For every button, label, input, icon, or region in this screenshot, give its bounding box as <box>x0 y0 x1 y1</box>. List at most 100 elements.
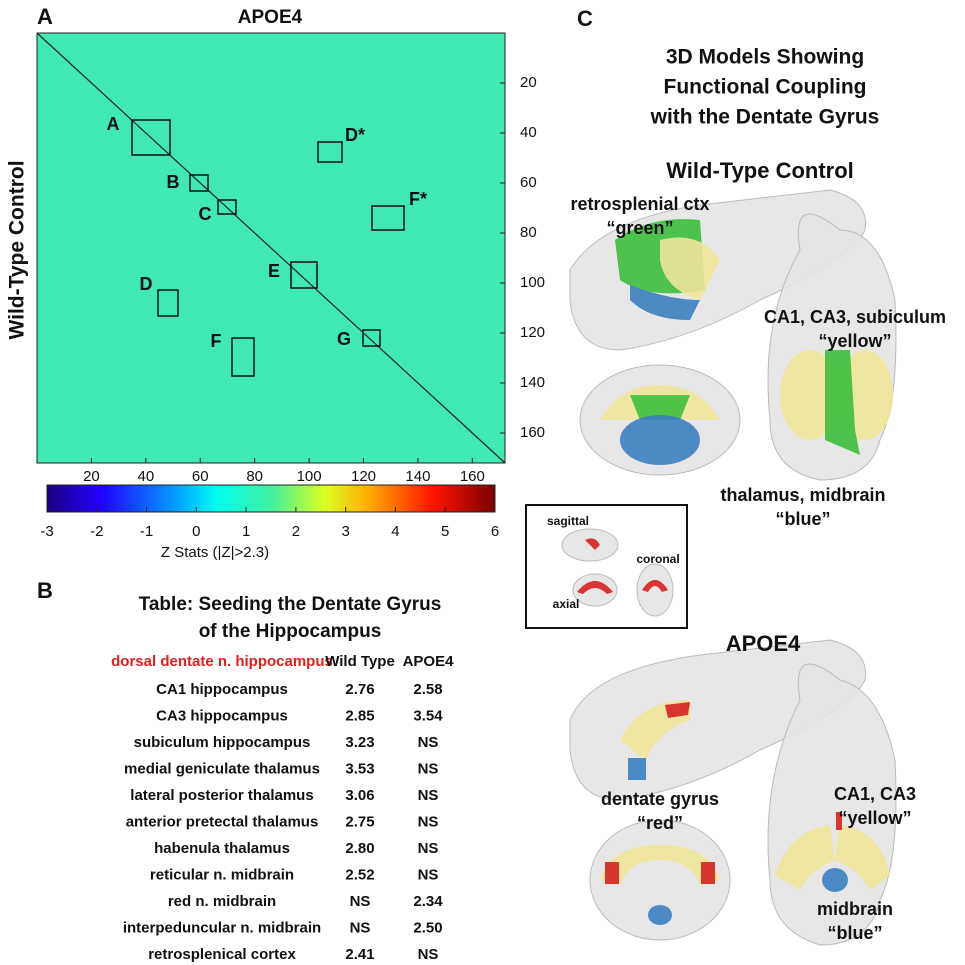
roi-label: E <box>268 261 280 281</box>
table-cell: NS <box>418 866 439 883</box>
table-cell: 2.80 <box>345 840 374 857</box>
table-cell: red n. midbrain <box>168 893 276 910</box>
table-header: dorsal dentate n. hippocampus <box>111 653 333 670</box>
table-cell: anterior pretectal thalamus <box>126 813 319 830</box>
models-title: with the Dentate Gyrus <box>650 106 880 129</box>
panel-label: C <box>577 6 593 31</box>
table-cell: NS <box>418 760 439 777</box>
table-cell: CA1 hippocampus <box>156 681 288 698</box>
table-cell: 2.85 <box>345 707 374 724</box>
x-tick-label: 120 <box>351 468 376 485</box>
table-cell: 3.53 <box>345 760 374 777</box>
roi-label: C <box>199 204 212 224</box>
x-tick-label: 40 <box>137 468 154 485</box>
region-label: “blue” <box>775 509 830 529</box>
y-tick-label: 20 <box>520 74 537 91</box>
table-cell: 2.76 <box>345 681 374 698</box>
section-title: Wild-Type Control <box>666 158 854 183</box>
apoe4-coronal <box>590 820 730 940</box>
y-tick-label: 120 <box>520 324 545 341</box>
figure: AAPOE4Wild-Type Control20204040606080801… <box>0 0 965 965</box>
x-tick-label: 100 <box>297 468 322 485</box>
wt-coronal <box>580 365 740 475</box>
table-cell: NS <box>418 734 439 751</box>
region-label: “blue” <box>827 923 882 943</box>
colorbar-tick-label: 0 <box>192 523 200 540</box>
table-cell: subiculum hippocampus <box>134 734 311 751</box>
panel-label: A <box>37 4 53 29</box>
roi-label: F <box>211 331 222 351</box>
table-cell: reticular n. midbrain <box>150 866 294 883</box>
panel-label: B <box>37 578 53 603</box>
roi-label: D <box>140 274 153 294</box>
region-label: “yellow” <box>818 331 891 351</box>
y-tick-label: 160 <box>520 424 545 441</box>
y-tick-label: 60 <box>520 174 537 191</box>
region-label: “yellow” <box>838 808 911 828</box>
colorbar-tick-label: 6 <box>491 523 499 540</box>
colorbar-label: Z Stats (|Z|>2.3) <box>161 544 269 561</box>
table-cell: 3.06 <box>345 787 374 804</box>
y-tick-label: 40 <box>520 124 537 141</box>
x-tick-label: 60 <box>192 468 209 485</box>
x-tick-label: 80 <box>246 468 263 485</box>
inset-label: coronal <box>636 552 679 566</box>
colorbar-tick-label: -1 <box>140 523 153 540</box>
colorbar-tick-label: 4 <box>391 523 399 540</box>
region-label: CA1, CA3, subiculum <box>764 307 946 327</box>
colorbar-tick-label: 2 <box>292 523 300 540</box>
table-cell: 2.52 <box>345 866 374 883</box>
table-header: APOE4 <box>403 653 455 670</box>
colorbar-tick-label: -2 <box>90 523 103 540</box>
table-cell: 2.34 <box>413 893 443 910</box>
inset-label: sagittal <box>547 514 589 528</box>
table-cell: 3.54 <box>413 707 443 724</box>
table-cell: CA3 hippocampus <box>156 707 288 724</box>
colorbar-tick-label: 5 <box>441 523 449 540</box>
table-cell: 3.23 <box>345 734 374 751</box>
table-cell: lateral posterior thalamus <box>130 787 313 804</box>
table-cell: NS <box>418 840 439 857</box>
x-tick-label: 20 <box>83 468 100 485</box>
region-label: thalamus, midbrain <box>720 485 885 505</box>
region-label: CA1, CA3 <box>834 784 916 804</box>
table-cell: NS <box>418 813 439 830</box>
table-cell: medial geniculate thalamus <box>124 760 320 777</box>
table-cell: interpeduncular n. midbrain <box>123 919 321 936</box>
region-label: “green” <box>606 218 673 238</box>
roi-label: G <box>337 329 351 349</box>
colorbar <box>47 485 495 512</box>
table-cell: retrosplenical cortex <box>148 946 296 963</box>
table-cell: NS <box>418 787 439 804</box>
y-tick-label: 100 <box>520 274 545 291</box>
roi-label: A <box>107 114 120 134</box>
table-cell: habenula thalamus <box>154 840 290 857</box>
x-tick-label: 160 <box>460 468 485 485</box>
table-cell: NS <box>418 946 439 963</box>
roi-label: D* <box>345 125 365 145</box>
region-label: “red” <box>637 813 683 833</box>
table-cell: 2.41 <box>345 946 374 963</box>
table-cell: 2.58 <box>413 681 442 698</box>
table-cell: NS <box>350 919 371 936</box>
matrix-title: APOE4 <box>238 7 303 28</box>
colorbar-tick-label: 3 <box>341 523 349 540</box>
brain-models <box>526 190 896 945</box>
roi-label: F* <box>409 189 427 209</box>
y-tick-label: 140 <box>520 374 545 391</box>
region-label: midbrain <box>817 899 893 919</box>
table-cell: NS <box>350 893 371 910</box>
table-title: of the Hippocampus <box>199 621 382 642</box>
colorbar-tick-label: 1 <box>242 523 250 540</box>
x-tick-label: 140 <box>405 468 430 485</box>
y-tick-label: 80 <box>520 224 537 241</box>
inset-label: axial <box>553 597 580 611</box>
models-title: 3D Models Showing <box>666 46 864 69</box>
table-cell: 2.50 <box>413 919 442 936</box>
section-title: APOE4 <box>726 631 801 656</box>
table-header: Wild Type <box>325 653 395 670</box>
table-title: Table: Seeding the Dentate Gyrus <box>139 594 442 615</box>
table-cell: 2.75 <box>345 813 374 830</box>
region-label: retrosplenial ctx <box>570 194 709 214</box>
y-axis-label: Wild-Type Control <box>6 160 29 339</box>
